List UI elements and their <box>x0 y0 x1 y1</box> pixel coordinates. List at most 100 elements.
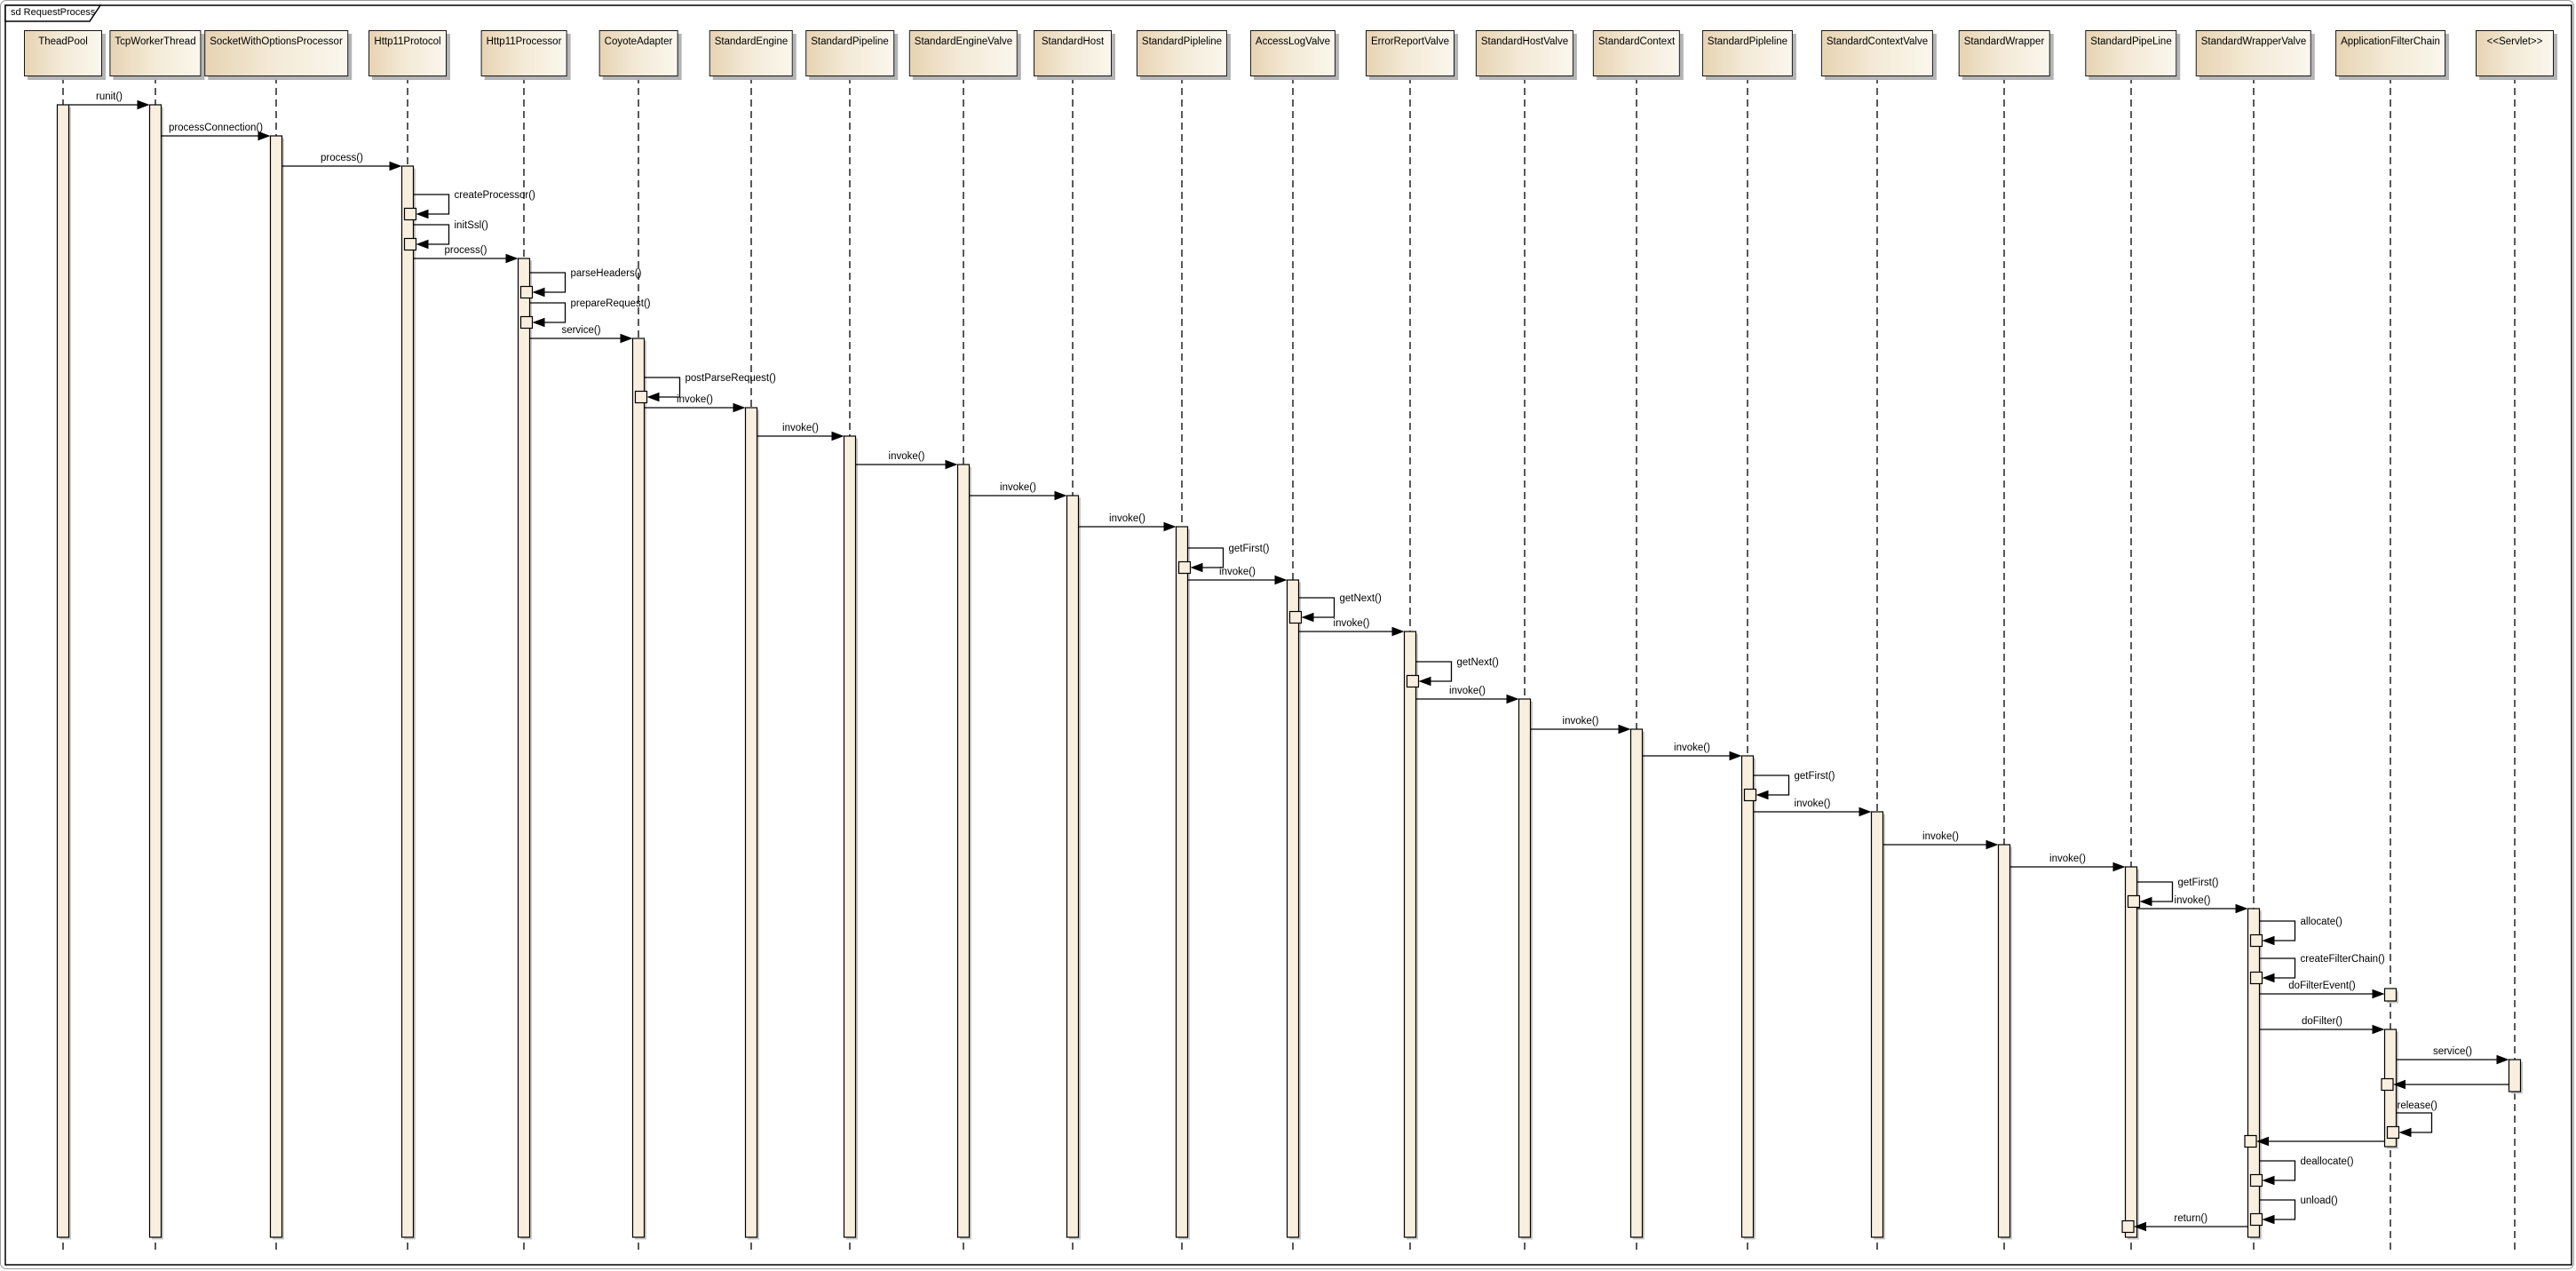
activation-bar <box>956 464 971 1238</box>
arrowhead <box>2398 1127 2412 1138</box>
lifeline-head-standardhost-9: StandardHost <box>1034 30 1112 76</box>
lifeline-head-errorreportvalve-12: ErrorReportValve <box>1366 30 1454 76</box>
message-parseheaders-6-label: parseHeaders() <box>571 268 642 279</box>
arrowhead <box>532 287 545 298</box>
activation-bar <box>631 338 646 1238</box>
lifeline-head-standardwrapper-17: StandardWrapper <box>1958 30 2050 76</box>
message-dofilterevent-31-label: doFilterEvent() <box>2288 981 2356 991</box>
arrowhead <box>2262 935 2275 946</box>
return-activation-box <box>2386 1125 2400 1140</box>
arrowhead <box>2256 1136 2269 1147</box>
lifeline-head-applicationfilterchain-20: ApplicationFilterChain <box>2335 30 2445 76</box>
lifeline-head-standardwrappervalve-19: StandardWrapperValve <box>2195 30 2312 76</box>
message-invoke-24-label: invoke() <box>1795 798 1831 809</box>
return-activation-box <box>2249 933 2263 948</box>
message-invoke-21-label: invoke() <box>1563 716 1599 727</box>
lifeline-head-http11processor-4: Http11Processor <box>480 30 567 76</box>
arrowhead <box>505 253 519 264</box>
lifeline-head-theadpool-0: TheadPool <box>24 30 102 76</box>
message-invoke-11-label: invoke() <box>782 423 819 433</box>
arrowhead <box>2134 1221 2146 1232</box>
message-getfirst-27-label: getFirst() <box>2178 878 2219 888</box>
arrowhead <box>1391 626 1405 637</box>
lifeline-head-coyoteadapter-5: CoyoteAdapter <box>598 30 678 76</box>
activation-bar <box>744 407 758 1238</box>
message-invoke-14-label: invoke() <box>1109 513 1145 524</box>
message-getnext-17-loop <box>1298 597 1336 618</box>
lifeline-head-http11protocol-3: Http11Protocol <box>369 30 447 76</box>
arrowhead <box>1274 575 1288 585</box>
arrowhead <box>1418 676 1431 687</box>
arrowhead <box>1729 751 1742 761</box>
message-createfilterchain-30-loop <box>2259 957 2296 979</box>
lifeline-head-standardpipleline-10: StandardPipleline <box>1136 30 1228 76</box>
arrowhead <box>1054 490 1067 501</box>
return-activation-box <box>519 315 534 330</box>
return-activation-box <box>2249 1173 2263 1188</box>
message-service-8-label: service() <box>561 325 600 336</box>
activation-bar <box>400 165 415 1238</box>
arrowhead <box>416 239 429 250</box>
arrowhead <box>1163 521 1177 532</box>
return-activation-box <box>403 237 417 251</box>
lifeline-head-standardpipeline-18: StandardPipeLine <box>2085 30 2177 76</box>
message-runit-0-label: runit() <box>96 91 123 102</box>
message-invoke-26-label: invoke() <box>2049 854 2086 864</box>
message-initssl-4-loop <box>413 224 450 245</box>
return-activation-box <box>1743 788 1757 802</box>
lifeline-head-standardcontext-14: StandardContext <box>1592 30 1681 76</box>
message-invoke-16-label: invoke() <box>1219 567 1256 577</box>
message-parseheaders-6-loop <box>529 272 567 293</box>
message-invoke-20-label: invoke() <box>1449 686 1486 696</box>
message-getfirst-15-loop <box>1187 547 1225 568</box>
activation-bar <box>269 135 283 1238</box>
message-deallocate-37-loop <box>2259 1160 2296 1181</box>
lifeline-head-standardpipleline-15: StandardPipleline <box>1701 30 1794 76</box>
activation-bar <box>56 104 70 1238</box>
arrowhead <box>733 402 746 413</box>
message-preparerequest-7-loop <box>529 302 567 323</box>
message-release-35-loop <box>2396 1112 2433 1133</box>
return-activation-box <box>1406 674 1420 688</box>
lifeline-head-socketwithoptionsprocessor-2: SocketWithOptionsProcessor <box>204 30 348 76</box>
message-invoke-10-label: invoke() <box>677 394 713 405</box>
return-activation-box <box>519 285 534 299</box>
message-allocate-29-label: allocate() <box>2301 917 2342 927</box>
arrowhead <box>2393 1079 2406 1090</box>
lifeline-head-servlet-21: <<Servlet>> <box>2476 30 2554 76</box>
activation-bar <box>1870 811 1884 1238</box>
arrowhead <box>831 431 844 441</box>
message-allocate-29-loop <box>2259 920 2296 941</box>
message-process-5-label: process() <box>445 245 487 256</box>
message-invoke-28-label: invoke() <box>2175 895 2211 906</box>
return-activation-box <box>634 390 648 404</box>
message-postparserequest-9-label: postParseRequest() <box>686 373 776 384</box>
message-getnext-19-loop <box>1415 661 1453 682</box>
lifeline-head-accesslogvalve-11: AccessLogValve <box>1249 30 1336 76</box>
activation-bar <box>1740 755 1755 1238</box>
activation-bar <box>1286 579 1300 1238</box>
activation-bar <box>1066 495 1080 1238</box>
return-activation-box <box>403 207 417 221</box>
message-unload-38-loop <box>2259 1199 2296 1220</box>
return-activation-box <box>2244 1134 2257 1148</box>
activation-bar <box>2508 1059 2522 1092</box>
arrowhead <box>2235 903 2248 914</box>
arrowhead <box>620 333 633 344</box>
arrowhead <box>945 459 958 470</box>
arrowhead <box>1986 839 1999 850</box>
arrowhead <box>2496 1054 2509 1065</box>
arrowhead <box>389 161 402 171</box>
activation-bar <box>1518 698 1532 1238</box>
arrowhead <box>416 209 429 219</box>
return-activation-box <box>2249 971 2263 985</box>
message-initssl-4-label: initSsl() <box>455 220 489 231</box>
message-getnext-19-label: getNext() <box>1457 657 1499 668</box>
message-createprocessor-3-label: createProcessor() <box>455 190 536 201</box>
arrowhead <box>646 392 660 402</box>
message-createfilterchain-30-label: createFilterChain() <box>2301 954 2385 965</box>
lifeline-head-standardenginevalve-8: StandardEngineValve <box>908 30 1019 76</box>
message-getnext-17-label: getNext() <box>1340 593 1382 604</box>
activation-bar <box>1175 526 1189 1238</box>
